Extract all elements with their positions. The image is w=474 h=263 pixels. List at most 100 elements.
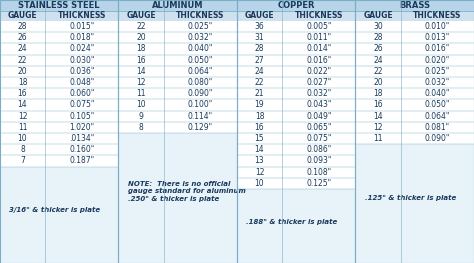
Text: 0.043": 0.043" (306, 100, 331, 109)
Text: 0.075": 0.075" (69, 100, 94, 109)
Bar (118, 43, 237, 55)
Text: 18: 18 (18, 78, 27, 87)
Text: THICKNESS: THICKNESS (413, 12, 462, 21)
Text: GAUGE: GAUGE (126, 12, 156, 21)
Text: 0.090": 0.090" (188, 89, 213, 98)
Bar (356, 88, 474, 99)
Text: 0.016": 0.016" (306, 56, 331, 65)
Text: 0.100": 0.100" (188, 100, 213, 109)
Text: 22: 22 (255, 78, 264, 87)
Text: NOTE:  There is no official
gauge standard for aluminum
.250" & thicker is plate: NOTE: There is no official gauge standar… (128, 181, 246, 202)
Text: 0.064": 0.064" (425, 112, 450, 121)
Text: 24: 24 (255, 67, 264, 76)
Bar (118, 66, 237, 77)
Text: THICKNESS: THICKNESS (57, 12, 106, 21)
Bar (356, 55, 474, 66)
Text: 10: 10 (255, 179, 264, 188)
Text: 11: 11 (18, 123, 27, 132)
Text: 0.050": 0.050" (188, 56, 213, 65)
Text: 0.160": 0.160" (69, 145, 94, 154)
Bar (0, 133, 118, 144)
Bar (356, 0, 474, 263)
Text: 0.022": 0.022" (306, 67, 331, 76)
Bar (237, 88, 356, 99)
Bar (237, 178, 356, 189)
Text: 22: 22 (373, 67, 383, 76)
Text: 30: 30 (373, 22, 383, 31)
Text: 14: 14 (18, 100, 27, 109)
Text: 1.020": 1.020" (69, 123, 94, 132)
Text: 0.093": 0.093" (306, 156, 331, 165)
Bar (237, 133, 356, 144)
Bar (237, 144, 356, 155)
Text: THICKNESS: THICKNESS (176, 12, 225, 21)
Text: 7: 7 (20, 156, 25, 165)
Text: 12: 12 (373, 123, 383, 132)
Text: 0.125": 0.125" (306, 179, 331, 188)
Bar (356, 133, 474, 144)
Text: 16: 16 (18, 89, 27, 98)
Bar (237, 77, 356, 88)
Text: 3/16" & thicker is plate: 3/16" & thicker is plate (9, 207, 100, 213)
Bar (356, 66, 474, 77)
Text: 0.081": 0.081" (425, 123, 450, 132)
Text: 20: 20 (136, 33, 146, 42)
Text: 14: 14 (373, 112, 383, 121)
Bar (356, 11, 474, 21)
Text: 10: 10 (18, 134, 27, 143)
Text: 24: 24 (373, 56, 383, 65)
Text: 28: 28 (373, 33, 383, 42)
Bar (237, 166, 356, 178)
Text: 0.013": 0.013" (425, 33, 450, 42)
Bar (0, 88, 118, 99)
Bar (118, 21, 237, 32)
Bar (356, 122, 474, 133)
Text: 0.075": 0.075" (306, 134, 331, 143)
Text: THICKNESS: THICKNESS (294, 12, 343, 21)
Bar (237, 155, 356, 166)
Bar (118, 0, 237, 263)
Bar (237, 43, 356, 55)
Bar (0, 144, 118, 155)
Text: 0.024": 0.024" (69, 44, 94, 53)
Text: 0.020": 0.020" (425, 56, 450, 65)
Bar (237, 0, 356, 263)
Text: 0.005": 0.005" (306, 22, 331, 31)
Text: 12: 12 (18, 112, 27, 121)
Bar (237, 66, 356, 77)
Bar (356, 21, 474, 32)
Bar (118, 0, 237, 263)
Bar (237, 122, 356, 133)
Text: ALUMINUM: ALUMINUM (152, 1, 203, 10)
Bar (356, 77, 474, 88)
Bar (118, 77, 237, 88)
Bar (118, 99, 237, 111)
Text: BRASS: BRASS (399, 1, 430, 10)
Bar (0, 21, 118, 32)
Text: 0.105": 0.105" (69, 112, 94, 121)
Text: 0.064": 0.064" (188, 67, 213, 76)
Text: .0134": .0134" (69, 134, 94, 143)
Text: 12: 12 (136, 78, 146, 87)
Text: .188" & thicker is plate: .188" & thicker is plate (246, 219, 338, 225)
Bar (118, 0, 237, 11)
Text: 0.032": 0.032" (306, 89, 331, 98)
Text: 36: 36 (255, 22, 264, 31)
Text: 18: 18 (255, 112, 264, 121)
Text: 12: 12 (255, 168, 264, 177)
Text: 8: 8 (20, 145, 25, 154)
Text: 0.049": 0.049" (306, 112, 331, 121)
Text: 0.030": 0.030" (69, 56, 94, 65)
Text: 0.036": 0.036" (69, 67, 94, 76)
Text: 27: 27 (255, 56, 264, 65)
Text: 0.114": 0.114" (188, 112, 213, 121)
Bar (0, 0, 118, 263)
Text: 8: 8 (138, 123, 144, 132)
Text: GAUGE: GAUGE (8, 12, 37, 21)
Text: 28: 28 (18, 22, 27, 31)
Bar (356, 43, 474, 55)
Text: 24: 24 (18, 44, 27, 53)
Text: 0.032": 0.032" (425, 78, 450, 87)
Bar (237, 111, 356, 122)
Text: 11: 11 (373, 134, 383, 143)
